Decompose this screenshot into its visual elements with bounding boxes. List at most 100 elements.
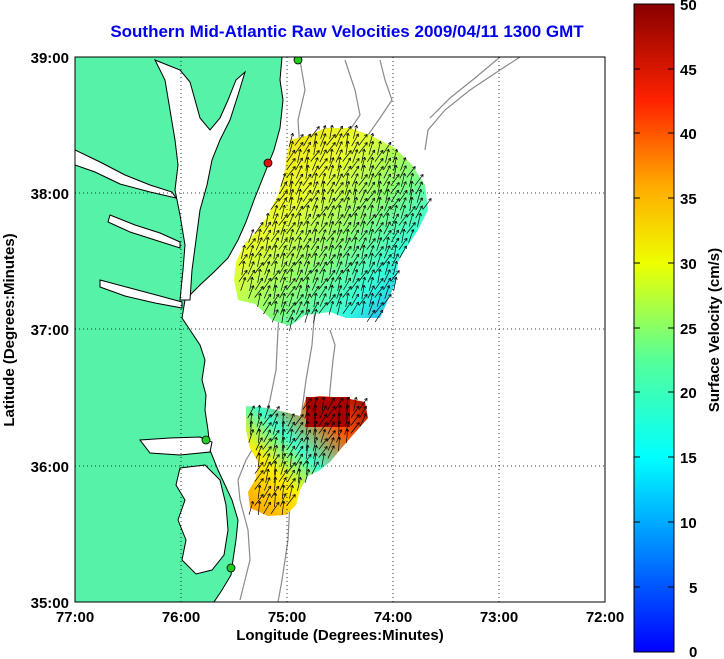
velocity-vector-head	[299, 173, 303, 176]
velocity-vector-head	[402, 205, 406, 208]
radar-site-marker-active	[263, 158, 273, 168]
velocity-vector-head	[348, 245, 352, 248]
velocity-vector	[417, 213, 421, 227]
velocity-vector-head	[273, 492, 276, 496]
velocity-vector	[382, 294, 392, 306]
velocity-vector-head	[308, 237, 312, 240]
velocity-vector-head	[274, 205, 278, 208]
velocity-vector-head	[313, 252, 317, 256]
velocity-vector	[247, 261, 255, 275]
velocity-vector-head	[281, 444, 285, 448]
velocity-vector-head	[276, 198, 280, 200]
velocity-vector-head	[275, 468, 278, 473]
velocity-vector-head	[381, 189, 383, 193]
velocity-vector-head	[266, 468, 269, 472]
y-tick-label: 38:00	[31, 186, 69, 203]
velocity-vector-head	[308, 309, 311, 313]
velocity-vector	[255, 421, 263, 435]
velocity-vector-head	[298, 236, 301, 240]
velocity-vector-head	[420, 189, 423, 193]
velocity-vector-head	[346, 196, 350, 200]
velocity-vector	[337, 405, 341, 419]
velocity-vector	[248, 285, 254, 299]
velocity-vector	[328, 221, 334, 235]
velocity-vector-head	[306, 412, 309, 416]
velocity-vector	[391, 189, 399, 203]
velocity-vector-head	[293, 213, 295, 217]
velocity-vector	[350, 206, 360, 218]
velocity-vector-head	[332, 174, 336, 176]
velocity-vector-head	[298, 461, 302, 464]
velocity-vector-head	[324, 245, 328, 248]
velocity-vector	[359, 189, 367, 203]
velocity-vector-head	[378, 140, 381, 144]
velocity-vector-head	[291, 452, 294, 456]
velocity-vector-head	[290, 293, 294, 296]
velocity-vector-head	[315, 237, 319, 240]
velocity-vector-head	[364, 148, 366, 153]
velocity-vector-head	[325, 133, 327, 137]
colorbar-tick-label: 5	[689, 580, 697, 597]
velocity-vector-head	[404, 214, 408, 216]
velocity-vector	[313, 445, 317, 459]
velocity-vector-head	[378, 189, 382, 192]
velocity-vector	[297, 213, 301, 227]
velocity-vector	[399, 245, 407, 259]
velocity-vector	[352, 197, 358, 211]
velocity-vector	[304, 469, 310, 483]
velocity-vector-head	[244, 277, 247, 281]
velocity-vector-head	[332, 230, 336, 232]
velocity-vector	[366, 310, 376, 322]
velocity-vector-head	[387, 277, 391, 280]
velocity-vector-head	[258, 413, 262, 416]
velocity-vector-head	[362, 164, 365, 168]
velocity-vector-head	[362, 148, 365, 152]
velocity-vector-head	[379, 172, 382, 177]
velocity-vector-head	[314, 228, 317, 232]
velocity-vector-head	[306, 405, 310, 408]
y-tick-label: 35:00	[31, 595, 69, 612]
velocity-vector	[311, 157, 319, 171]
colorbar-tick-label: 50	[680, 0, 697, 14]
velocity-vector-head	[305, 164, 309, 168]
velocity-vector	[358, 198, 368, 210]
velocity-vector	[296, 181, 302, 195]
velocity-vector-head	[393, 220, 397, 224]
velocity-vector-head	[364, 157, 366, 161]
velocity-vector-head	[323, 285, 327, 288]
velocity-vector	[272, 445, 278, 459]
velocity-vector	[338, 420, 340, 436]
velocity-vector-head	[412, 222, 416, 224]
velocity-vector	[361, 165, 365, 179]
velocity-vector-head	[364, 277, 366, 281]
velocity-vector-head	[394, 244, 397, 248]
velocity-vector-head	[283, 420, 286, 424]
velocity-vector	[337, 157, 341, 171]
velocity-vector	[273, 469, 277, 483]
velocity-vector-head	[389, 245, 391, 249]
velocity-vector	[377, 269, 381, 283]
velocity-vector	[263, 229, 271, 243]
velocity-vector	[264, 453, 270, 467]
velocity-vector-head	[388, 229, 392, 232]
velocity-vector-head	[300, 414, 304, 416]
velocity-vector-head	[283, 412, 286, 416]
velocity-vector-head	[380, 166, 384, 168]
velocity-vector-head	[307, 460, 310, 464]
velocity-vector-head	[291, 180, 294, 185]
velocity-vector-head	[364, 253, 368, 256]
velocity-vector	[408, 173, 414, 187]
velocity-vector-head	[403, 165, 407, 168]
velocity-vector-head	[330, 124, 333, 128]
velocity-vector-head	[356, 181, 358, 185]
velocity-vector	[344, 181, 350, 195]
velocity-vector-head	[337, 436, 340, 440]
velocity-vector-head	[316, 309, 318, 313]
velocity-vector-head	[290, 253, 294, 256]
velocity-vector	[393, 277, 397, 291]
velocity-vector	[319, 293, 327, 307]
velocity-vector-head	[291, 445, 295, 448]
velocity-vector-head	[340, 285, 343, 289]
velocity-vector-head	[356, 414, 360, 416]
velocity-vector-head	[370, 204, 373, 208]
